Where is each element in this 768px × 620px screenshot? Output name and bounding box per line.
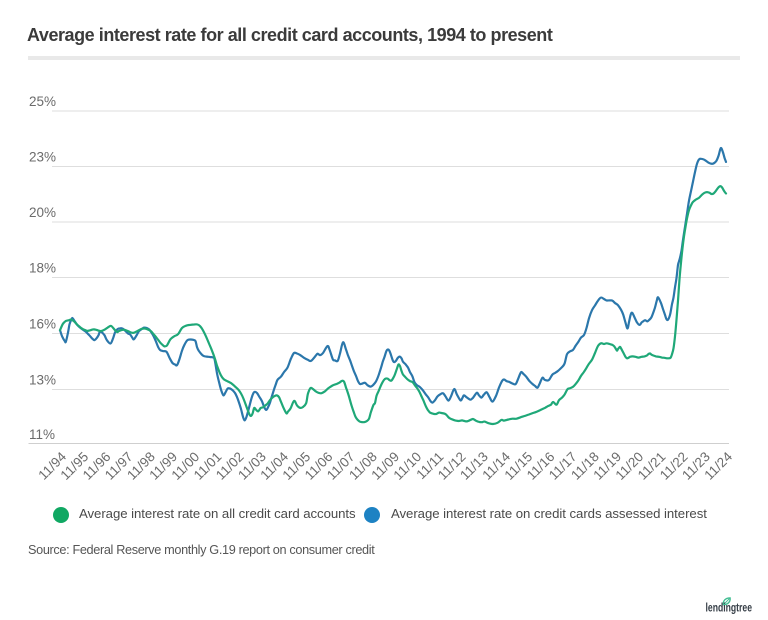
svg-text:23%: 23% <box>29 150 56 165</box>
svg-text:18%: 18% <box>29 261 56 276</box>
svg-text:11%: 11% <box>29 427 55 442</box>
svg-text:25%: 25% <box>29 94 56 109</box>
svg-text:13%: 13% <box>29 373 56 388</box>
svg-text:lendingtree: lendingtree <box>706 602 753 614</box>
svg-text:16%: 16% <box>29 317 56 332</box>
svg-text:20%: 20% <box>29 205 56 220</box>
